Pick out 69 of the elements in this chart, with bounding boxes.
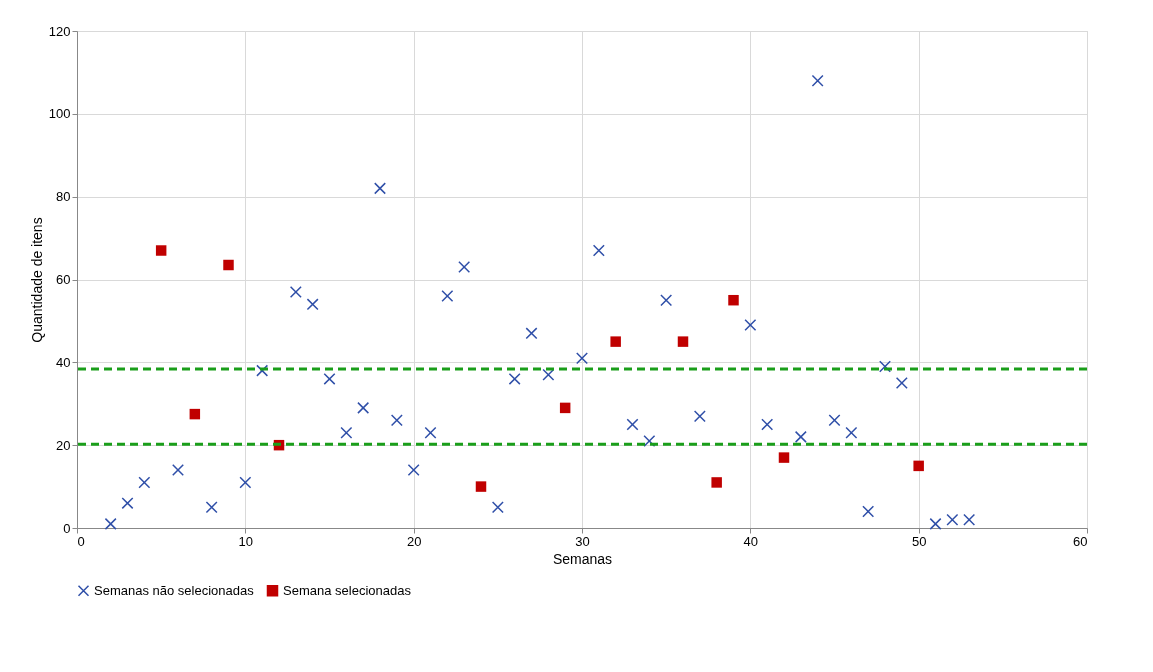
- point: [239, 476, 252, 489]
- y-tick-label: 80: [56, 189, 71, 205]
- point: [728, 294, 739, 306]
- point: [744, 319, 757, 332]
- point: [576, 352, 588, 365]
- point: [491, 501, 504, 514]
- point: [677, 336, 689, 347]
- point: [407, 464, 420, 477]
- point: [374, 182, 386, 195]
- x-tick-label: 20: [406, 533, 422, 549]
- x-tick-label: 30: [575, 533, 590, 549]
- point: [929, 517, 942, 530]
- point: [643, 435, 656, 448]
- legend-label: Semana selecionadas: [283, 582, 412, 598]
- point: [711, 477, 722, 488]
- x-axis-title: Semanas: [552, 550, 613, 567]
- x-tick-label: 10: [238, 533, 254, 549]
- point: [525, 327, 538, 340]
- x-tick-label: 0: [77, 533, 85, 549]
- point: [256, 364, 269, 377]
- point: [104, 517, 117, 530]
- point: [121, 497, 134, 510]
- point: [223, 259, 234, 271]
- y-axis-title: Quantidade de itens: [28, 217, 45, 343]
- point: [879, 360, 891, 373]
- point: [205, 501, 218, 514]
- y-tick-label: 40: [56, 354, 71, 370]
- point: [693, 410, 706, 423]
- point: [138, 476, 151, 489]
- point: [475, 481, 487, 492]
- point: [660, 294, 673, 307]
- point: [390, 414, 403, 427]
- point: [357, 401, 370, 414]
- point: [845, 426, 858, 439]
- y-tick-label: 20: [56, 437, 71, 453]
- point: [458, 261, 471, 274]
- y-tick-label: 100: [48, 106, 71, 122]
- point: [289, 285, 302, 298]
- point: [508, 372, 521, 385]
- point: [592, 244, 605, 257]
- point: [424, 426, 437, 439]
- point: [828, 414, 841, 427]
- y-tick-label: 0: [63, 520, 71, 536]
- point: [306, 298, 319, 311]
- point: [862, 505, 875, 518]
- point: [323, 372, 336, 385]
- point: [172, 464, 184, 477]
- point: [963, 513, 976, 526]
- point: [778, 452, 790, 463]
- point: [626, 418, 639, 431]
- point: [610, 336, 621, 347]
- point: [811, 74, 824, 87]
- legend-label: Semanas não selecionadas: [94, 582, 255, 598]
- x-tick-label: 50: [911, 533, 927, 549]
- point: [946, 513, 959, 526]
- point: [761, 418, 774, 431]
- y-tick-label: 60: [56, 272, 71, 287]
- point: [189, 408, 201, 420]
- point: [794, 430, 807, 443]
- point: [559, 402, 571, 414]
- y-tick-label: 120: [48, 23, 71, 39]
- point: [155, 245, 167, 256]
- point: [441, 290, 454, 303]
- point: [340, 426, 353, 439]
- point: [895, 377, 908, 390]
- point: [542, 368, 555, 381]
- x-tick-label: 40: [743, 533, 759, 549]
- x-tick-label: 60: [1073, 533, 1088, 549]
- point: [913, 460, 924, 472]
